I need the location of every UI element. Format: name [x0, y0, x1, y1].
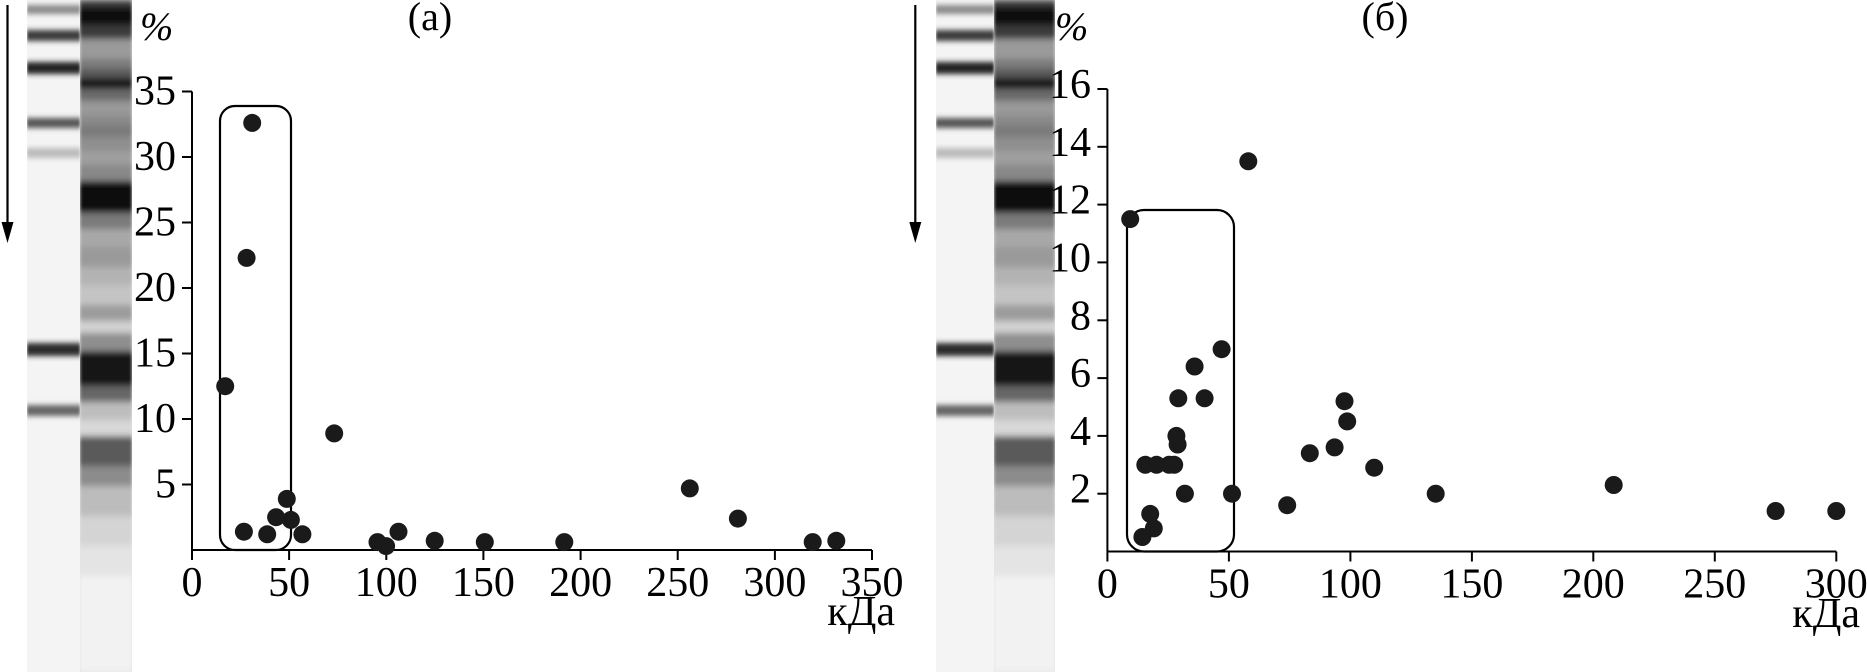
svg-text:10: 10	[1049, 235, 1091, 281]
svg-text:4: 4	[1070, 409, 1091, 455]
svg-text:200: 200	[1562, 562, 1625, 608]
svg-text:15: 15	[134, 331, 176, 377]
svg-text:%: %	[140, 4, 173, 49]
svg-text:(a): (a)	[408, 0, 452, 39]
svg-text:25: 25	[134, 200, 176, 246]
svg-text:10: 10	[134, 396, 176, 442]
svg-text:2: 2	[1070, 467, 1091, 513]
svg-text:12: 12	[1049, 178, 1091, 224]
svg-text:250: 250	[1683, 562, 1746, 608]
svg-text:50: 50	[268, 560, 310, 606]
svg-text:300: 300	[743, 560, 806, 606]
svg-text:200: 200	[549, 560, 612, 606]
svg-text:14: 14	[1049, 120, 1091, 166]
svg-text:100: 100	[1319, 562, 1382, 608]
svg-text:20: 20	[134, 265, 176, 311]
svg-text:150: 150	[452, 560, 515, 606]
svg-text:150: 150	[1440, 562, 1503, 608]
svg-text:250: 250	[646, 560, 709, 606]
svg-text:0: 0	[182, 560, 203, 606]
svg-text:35: 35	[134, 69, 176, 115]
svg-text:кДа: кДа	[1792, 591, 1860, 637]
svg-text:кДа: кДа	[827, 589, 895, 635]
svg-text:50: 50	[1208, 562, 1250, 608]
svg-text:8: 8	[1070, 293, 1091, 339]
svg-text:100: 100	[355, 560, 418, 606]
svg-text:(б): (б)	[1362, 0, 1409, 39]
svg-text:30: 30	[134, 134, 176, 180]
svg-text:6: 6	[1070, 351, 1091, 397]
svg-text:%: %	[1055, 4, 1088, 49]
svg-text:16: 16	[1049, 62, 1091, 108]
svg-text:0: 0	[1097, 562, 1118, 608]
svg-text:5: 5	[155, 462, 176, 508]
